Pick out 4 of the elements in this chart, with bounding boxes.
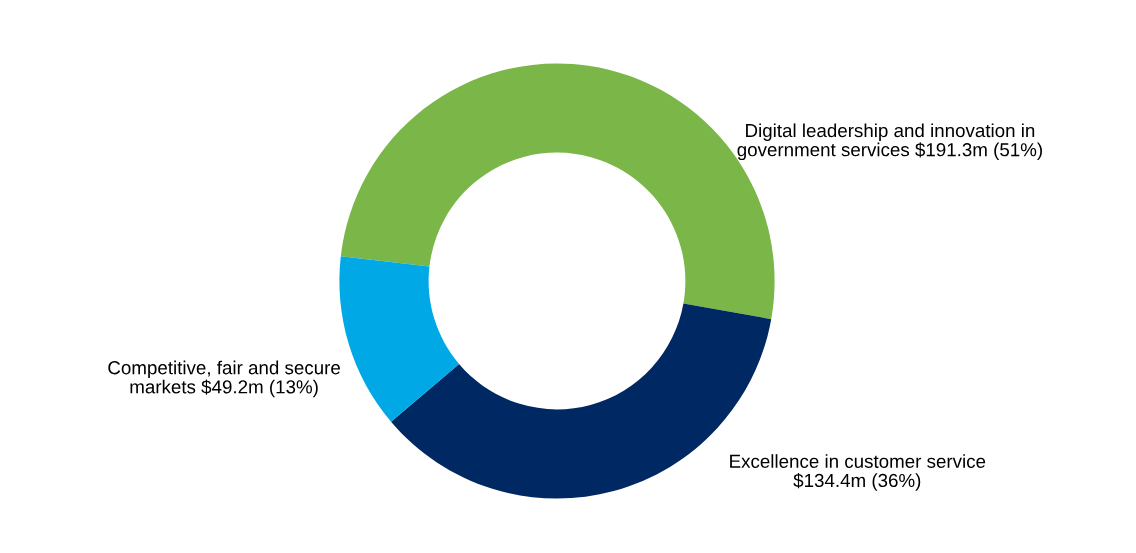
slice-label: Digital leadership and innovation in government services $191.3m (51%) bbox=[737, 123, 1042, 161]
slice-label: Excellence in customer service $134.4m (36%) bbox=[730, 454, 986, 491]
slice-label: Competitive, fair and secure markets $49.2m (13%) bbox=[108, 360, 340, 398]
donut-slice bbox=[339, 256, 460, 422]
